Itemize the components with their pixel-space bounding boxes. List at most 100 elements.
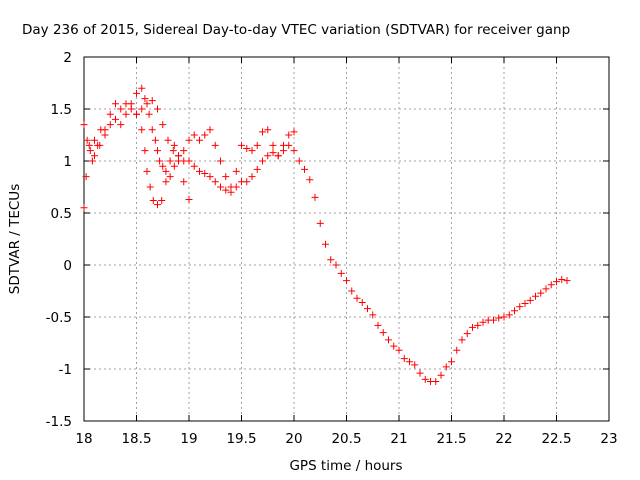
y-tick-label: 1.5 bbox=[51, 102, 72, 118]
data-point bbox=[201, 131, 209, 139]
y-axis-label: SDTVAR / TECUs bbox=[7, 184, 23, 294]
data-point bbox=[253, 141, 261, 149]
grid bbox=[84, 57, 609, 421]
data-point bbox=[170, 141, 178, 149]
data-point bbox=[166, 157, 174, 165]
data-point bbox=[248, 173, 256, 181]
y-tick-label: 2 bbox=[63, 50, 72, 66]
data-point bbox=[222, 186, 230, 194]
data-point bbox=[83, 136, 91, 144]
data-point bbox=[558, 276, 566, 284]
data-point bbox=[138, 84, 146, 92]
data-point bbox=[327, 256, 335, 264]
data-point bbox=[526, 296, 534, 304]
data-point bbox=[101, 126, 109, 134]
data-point bbox=[542, 285, 550, 293]
data-point bbox=[211, 141, 219, 149]
y-tick-labels: -1.5 -1 -0.5 0 0.5 1 1.5 2 bbox=[46, 50, 72, 430]
data-point bbox=[227, 183, 235, 191]
data-point bbox=[151, 136, 159, 144]
data-point bbox=[301, 165, 308, 173]
data-point bbox=[238, 141, 245, 149]
data-point bbox=[143, 167, 151, 175]
data-point bbox=[411, 361, 419, 369]
data-point bbox=[148, 97, 156, 105]
data-point bbox=[406, 358, 413, 366]
data-point bbox=[180, 178, 188, 186]
data-point bbox=[127, 105, 135, 113]
data-point bbox=[138, 126, 146, 134]
data-point bbox=[264, 126, 272, 134]
data-point bbox=[148, 126, 156, 134]
data-point bbox=[442, 363, 450, 371]
data-point bbox=[364, 305, 371, 313]
data-point bbox=[390, 342, 398, 350]
data-point bbox=[343, 277, 350, 285]
y-tick-label: -1 bbox=[59, 362, 72, 378]
data-point bbox=[521, 299, 529, 307]
data-point bbox=[453, 346, 461, 354]
data-point bbox=[337, 269, 345, 277]
data-point bbox=[253, 165, 261, 173]
data-point bbox=[311, 193, 319, 201]
data-point bbox=[154, 201, 161, 209]
data-point bbox=[547, 281, 555, 289]
data-point bbox=[490, 316, 497, 324]
data-point bbox=[82, 173, 90, 181]
data-point bbox=[437, 371, 445, 379]
data-point bbox=[532, 292, 539, 300]
data-point bbox=[563, 277, 571, 285]
data-point bbox=[248, 147, 256, 155]
data-point bbox=[138, 105, 146, 113]
data-point bbox=[217, 183, 224, 191]
x-tick-label: 22.5 bbox=[541, 431, 571, 447]
data-point bbox=[379, 329, 387, 337]
data-point bbox=[122, 100, 130, 108]
x-tick-label: 18 bbox=[75, 431, 92, 447]
data-point bbox=[91, 152, 98, 160]
data-point bbox=[185, 195, 193, 203]
data-point bbox=[290, 128, 298, 136]
data-point bbox=[112, 115, 119, 123]
data-point bbox=[91, 136, 98, 144]
data-point bbox=[196, 167, 203, 175]
axis-ticks bbox=[83, 56, 610, 422]
data-point bbox=[505, 311, 513, 319]
data-point bbox=[295, 157, 303, 165]
data-point bbox=[169, 147, 177, 155]
data-point bbox=[156, 157, 164, 165]
data-point bbox=[374, 321, 382, 329]
data-point bbox=[500, 313, 508, 321]
data-point bbox=[432, 377, 440, 385]
data-point bbox=[264, 152, 272, 160]
data-point bbox=[290, 147, 298, 155]
data-point bbox=[166, 173, 174, 181]
data-point bbox=[511, 307, 518, 315]
data-point bbox=[180, 147, 188, 155]
data-points bbox=[80, 84, 571, 385]
data-point bbox=[141, 147, 149, 155]
data-point bbox=[259, 128, 266, 136]
data-point bbox=[479, 318, 487, 326]
y-tick-label: 0.5 bbox=[51, 206, 72, 222]
data-point bbox=[353, 294, 361, 302]
data-point bbox=[145, 110, 153, 118]
series-secondary-trace bbox=[80, 100, 193, 209]
data-point bbox=[80, 204, 88, 212]
data-point bbox=[243, 178, 251, 186]
data-point bbox=[217, 157, 224, 165]
data-point bbox=[274, 152, 282, 160]
data-point bbox=[416, 369, 424, 377]
data-point bbox=[537, 289, 545, 297]
data-point bbox=[154, 147, 161, 155]
y-tick-label: 1 bbox=[63, 154, 72, 170]
x-tick-label: 19 bbox=[180, 431, 197, 447]
data-point bbox=[143, 100, 151, 108]
data-point bbox=[206, 126, 214, 134]
data-point bbox=[162, 178, 170, 186]
data-point bbox=[306, 176, 314, 184]
data-point bbox=[133, 89, 140, 97]
data-point bbox=[106, 121, 114, 129]
data-point bbox=[348, 287, 356, 295]
